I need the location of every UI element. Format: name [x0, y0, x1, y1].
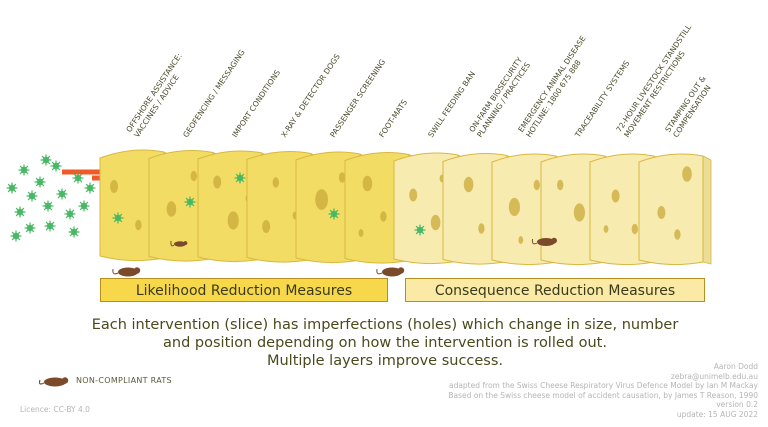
cheese-hole	[338, 172, 346, 183]
cheese-hole	[110, 180, 119, 193]
virus-particle	[6, 182, 18, 194]
virus-particle	[24, 222, 36, 234]
virus-particle	[18, 164, 30, 176]
layer-label-line: EMERGENCY ANIMAL DISEASE	[516, 34, 587, 134]
layer-label-line: PASSENGER SCREENING	[328, 58, 387, 140]
cheese-hole	[272, 177, 279, 188]
rat	[376, 267, 405, 277]
virus-particle	[84, 182, 96, 194]
credit-adapted: adapted from the Swiss Cheese Respirator…	[448, 381, 758, 390]
cheese-hole	[478, 223, 485, 234]
rat	[531, 237, 557, 247]
virus-particle	[328, 208, 340, 220]
virus-particle	[112, 212, 124, 224]
virus-particle	[234, 172, 246, 184]
cheese-hole	[674, 229, 681, 240]
virus-particle	[64, 208, 76, 220]
cheese-hole	[430, 214, 441, 231]
cheese-hole	[657, 206, 666, 219]
cheese-hole	[190, 170, 197, 182]
cheese-hole	[166, 201, 177, 217]
virus-particle	[26, 190, 38, 202]
virus-particle	[56, 188, 68, 200]
cheese-slices	[99, 149, 712, 266]
cheese-hole	[262, 220, 271, 233]
virus-particle	[42, 200, 54, 212]
credit-email: zebra@unimelb.edu.au	[670, 371, 758, 381]
cheese-hole	[533, 179, 540, 191]
cheese-hole	[315, 189, 328, 210]
layer-label-line: ON-FARM BIOSECURITY	[467, 55, 524, 133]
cheese-hole	[631, 223, 638, 235]
virus-particle	[44, 220, 56, 232]
rats	[112, 237, 557, 277]
cheese-hole	[508, 197, 520, 217]
virus-particle	[184, 196, 196, 208]
cheese-hole	[611, 189, 620, 203]
virus-particle	[40, 154, 52, 166]
layer-label: IMPORT CONDITIONS	[230, 68, 282, 139]
virus-particle	[414, 224, 426, 236]
caption-line-1: Each intervention (slice) has imperfecti…	[91, 317, 679, 333]
virus-particle	[14, 206, 26, 218]
layer-labels: OFFSHORE ASSISTANCE:VACCINES / ADVICE GEO…	[124, 22, 712, 140]
layer-label: FOOT-MATS	[377, 98, 409, 139]
layer-label: PASSENGER SCREENING	[328, 58, 387, 140]
cheese-hole	[380, 211, 387, 222]
cheese-hole	[135, 219, 142, 231]
rat	[170, 240, 188, 247]
virus-particle	[78, 200, 90, 212]
layer-label-line: FOOT-MATS	[377, 98, 409, 139]
layer-label-line: OFFSHORE ASSISTANCE:	[124, 52, 184, 134]
virus-particle	[72, 172, 84, 184]
layer-label: STAMPING OUT &COMPENSATION	[663, 74, 712, 139]
licence-text: Licence: CC-BY 4.0	[20, 405, 90, 414]
cheese-hole	[603, 225, 609, 233]
virus-particle	[68, 226, 80, 238]
legend-label: NON-COMPLIANT RATS	[76, 376, 172, 385]
credits: Aaron Dodd zebra@unimelb.edu.au adapted …	[338, 362, 758, 419]
rat	[112, 267, 141, 277]
virus-particles	[6, 154, 426, 242]
legend-rat-icon	[38, 377, 69, 387]
likelihood-reduction-band: Likelihood Reduction Measures	[100, 278, 388, 302]
cheese-hole	[518, 236, 524, 244]
virus-particle	[34, 176, 46, 188]
cheese-hole	[409, 188, 418, 202]
layer-label: OFFSHORE ASSISTANCE:VACCINES / ADVICE	[124, 52, 184, 139]
credit-version: version 0.2	[716, 400, 758, 409]
layer-label-line: HOTLINE: 1800 675 888	[524, 58, 583, 139]
virus-particle	[50, 160, 62, 172]
cheese-hole	[358, 229, 364, 237]
credit-based-on: Based on the Swiss cheese model of accid…	[448, 390, 758, 400]
caption-line-3: Multiple layers improve success.	[266, 353, 504, 369]
cheese-hole	[573, 203, 586, 222]
consequence-reduction-band: Consequence Reduction Measures	[405, 278, 705, 302]
caption-line-2: and position depending on how the interv…	[163, 335, 607, 351]
cheese-hole	[213, 175, 222, 189]
layer-label-line: IMPORT CONDITIONS	[230, 68, 282, 139]
cheese-slice	[638, 153, 712, 266]
cheese-hole	[463, 176, 474, 193]
cheese-hole	[557, 179, 564, 191]
caption: Each intervention (slice) has imperfecti…	[40, 316, 730, 370]
credit-update: update: 15 AUG 2022	[676, 409, 758, 419]
virus-particle	[10, 230, 22, 242]
cheese-hole	[362, 175, 373, 192]
cheese-hole	[682, 166, 692, 182]
cheese-hole	[227, 211, 239, 230]
credit-author: Aaron Dodd	[713, 362, 758, 371]
